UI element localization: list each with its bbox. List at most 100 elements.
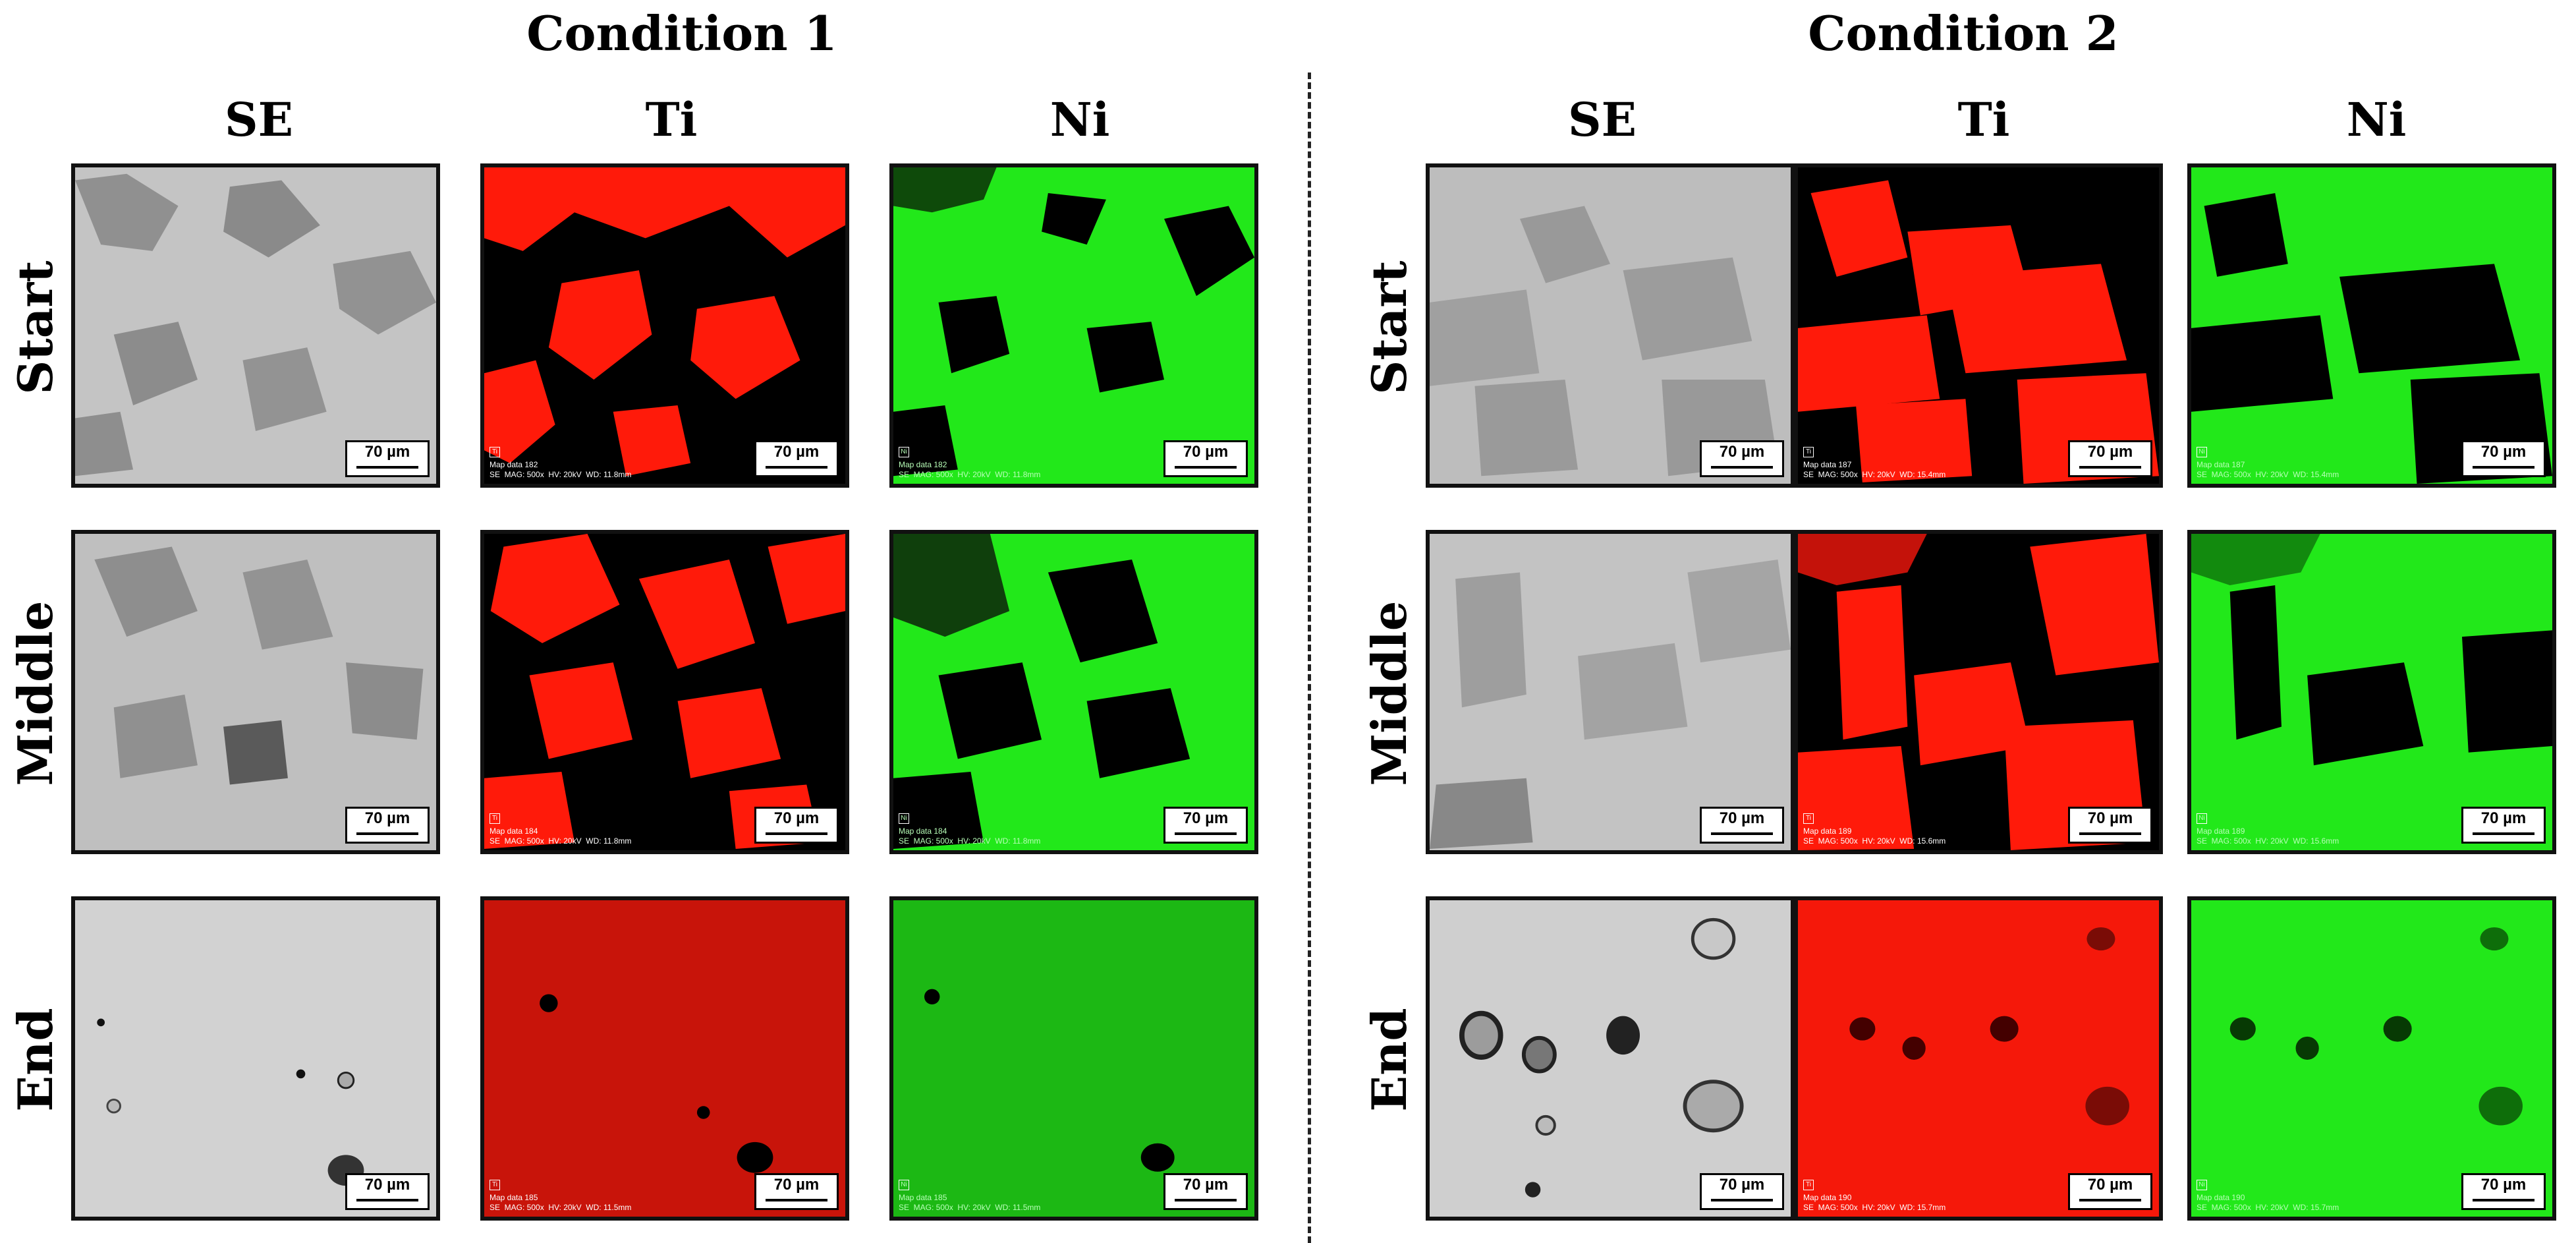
ti-map-c1-middle: Ti Map data 184 SE MAG: 500x HV: 20kV WD: …	[480, 530, 849, 854]
ni-element-icon: Ni	[899, 1180, 909, 1190]
ni-map-c1-start: Ni Map data 182 SE MAG: 500x HV: 20kV WD: …	[889, 163, 1258, 488]
row-label-start-c1: Start	[7, 260, 63, 395]
ti-elemental-map	[1798, 534, 2159, 850]
ni-elemental-map	[2191, 534, 2552, 850]
condition-1-title: Condition 1	[526, 5, 837, 61]
row-label-middle-c2: Middle	[1361, 600, 1417, 786]
row-label-end-c2: End	[1361, 1008, 1417, 1112]
ni-element-icon: Ni	[2197, 1180, 2207, 1190]
se-image-c1-start: 70 µm	[71, 163, 440, 488]
map-data-label: Map data 189	[2197, 826, 2245, 836]
map-data-label: Map data 182	[899, 460, 947, 469]
ni-map-c1-middle: Ni Map data 184 SE MAG: 500x HV: 20kV WD: …	[889, 530, 1258, 854]
acquisition-params: SE MAG: 500x HV: 20kV WD: 15.6mm	[2197, 836, 2339, 846]
map-metadata: Ti Map data 185 SE MAG: 500x HV: 20kV WD: …	[490, 1179, 631, 1213]
ni-element-icon: Ni	[899, 813, 909, 824]
scale-bar: 70 µm	[2068, 440, 2152, 477]
ni-element-icon: Ni	[2197, 813, 2207, 824]
scale-bar: 70 µm	[754, 440, 839, 477]
column-header-ti-c2: Ti	[1957, 92, 2010, 147]
scale-bar-label: 70 µm	[1719, 809, 1765, 827]
scale-bar-label: 70 µm	[1183, 1176, 1229, 1194]
se-micrograph	[1430, 900, 1791, 1217]
scale-bar-label: 70 µm	[2087, 443, 2133, 461]
ni-elemental-map	[893, 900, 1254, 1217]
map-data-label: Map data 190	[2197, 1193, 2245, 1202]
map-metadata: Ti Map data 189 SE MAG: 500x HV: 20kV WD: …	[1803, 813, 1946, 846]
se-micrograph	[1430, 534, 1791, 850]
condition-2-title: Condition 2	[1808, 5, 2119, 61]
ti-map-c2-end: Ti Map data 190 SE MAG: 500x HV: 20kV WD: …	[1794, 896, 2163, 1221]
scale-bar: 70 µm	[2068, 807, 2152, 844]
scale-bar: 70 µm	[1700, 1173, 1784, 1210]
ni-map-c2-end: Ni Map data 190 SE MAG: 500x HV: 20kV WD: …	[2187, 896, 2556, 1221]
se-micrograph	[75, 900, 436, 1217]
map-data-label: Map data 187	[1803, 460, 1852, 469]
acquisition-params: SE MAG: 500x HV: 20kV WD: 11.8mm	[490, 836, 632, 846]
map-data-label: Map data 185	[490, 1193, 538, 1202]
map-data-label: Map data 184	[490, 826, 538, 836]
se-micrograph	[75, 534, 436, 850]
row-label-middle-c1: Middle	[7, 600, 63, 786]
scale-bar-label: 70 µm	[2480, 809, 2527, 827]
ni-map-c1-end: Ni Map data 185 SE MAG: 500x HV: 20kV WD: …	[889, 896, 1258, 1221]
column-header-se-c1: SE	[225, 92, 293, 147]
acquisition-params: SE MAG: 500x HV: 20kV WD: 15.7mm	[2197, 1203, 2339, 1212]
acquisition-params: SE MAG: 500x HV: 20kV WD: 11.8mm	[899, 836, 1041, 846]
se-image-c2-middle: 70 µm	[1426, 530, 1795, 854]
scale-bar: 70 µm	[2461, 1173, 2546, 1210]
scale-bar: 70 µm	[1700, 807, 1784, 844]
scale-bar-label: 70 µm	[1183, 443, 1229, 461]
scale-bar: 70 µm	[754, 807, 839, 844]
se-image-c1-middle: 70 µm	[71, 530, 440, 854]
acquisition-params: SE MAG: 500x HV: 20kV WD: 11.8mm	[490, 470, 632, 479]
acquisition-params: SE MAG: 500x HV: 20kV WD: 15.4mm	[1803, 470, 1946, 479]
map-data-label: Map data 189	[1803, 826, 1852, 836]
map-metadata: Ni Map data 187 SE MAG: 500x HV: 20kV WD: …	[2197, 446, 2339, 480]
se-image-c2-start: 70 µm	[1426, 163, 1795, 488]
row-label-end-c1: End	[7, 1008, 63, 1112]
scale-bar-label: 70 µm	[364, 443, 410, 461]
ti-elemental-map	[1798, 180, 2159, 484]
scale-bar-label: 70 µm	[1719, 1176, 1765, 1194]
scale-bar: 70 µm	[2461, 807, 2546, 844]
ti-map-c1-start: Ti Map data 182 SE MAG: 500x HV: 20kV WD: …	[480, 163, 849, 488]
map-data-label: Map data 187	[2197, 460, 2245, 469]
scale-bar: 70 µm	[345, 807, 430, 844]
column-header-se-c2: SE	[1568, 92, 1637, 147]
ti-element-icon: Ti	[490, 447, 500, 457]
ti-map-c2-start: Ti Map data 187 SE MAG: 500x HV: 20kV WD: …	[1794, 163, 2163, 488]
scale-bar-label: 70 µm	[773, 443, 820, 461]
map-metadata: Ni Map data 185 SE MAG: 500x HV: 20kV WD: …	[899, 1179, 1040, 1213]
acquisition-params: SE MAG: 500x HV: 20kV WD: 15.4mm	[2197, 470, 2339, 479]
scale-bar-label: 70 µm	[364, 1176, 410, 1194]
map-data-label: Map data 182	[490, 460, 538, 469]
ni-map-c2-middle: Ni Map data 189 SE MAG: 500x HV: 20kV WD: …	[2187, 530, 2556, 854]
map-metadata: Ni Map data 190 SE MAG: 500x HV: 20kV WD: …	[2197, 1179, 2339, 1213]
ni-elemental-map	[893, 167, 1254, 484]
ni-elemental-map	[893, 534, 1254, 850]
scale-bar-label: 70 µm	[2480, 1176, 2527, 1194]
scale-bar-label: 70 µm	[1719, 443, 1765, 461]
acquisition-params: SE MAG: 500x HV: 20kV WD: 15.7mm	[1803, 1203, 1946, 1212]
scale-bar: 70 µm	[2068, 1173, 2152, 1210]
se-image-c2-end: 70 µm	[1426, 896, 1795, 1221]
map-metadata: Ni Map data 182 SE MAG: 500x HV: 20kV WD: …	[899, 446, 1040, 480]
ti-elemental-map	[484, 900, 845, 1217]
map-metadata: Ti Map data 187 SE MAG: 500x HV: 20kV WD: …	[1803, 446, 1946, 480]
ti-element-icon: Ti	[1803, 447, 1814, 457]
scale-bar: 70 µm	[754, 1173, 839, 1210]
ti-map-c1-end: Ti Map data 185 SE MAG: 500x HV: 20kV WD: …	[480, 896, 849, 1221]
ti-element-icon: Ti	[1803, 1180, 1814, 1190]
scale-bar: 70 µm	[2461, 440, 2546, 477]
se-micrograph	[75, 167, 436, 484]
acquisition-params: SE MAG: 500x HV: 20kV WD: 15.6mm	[1803, 836, 1946, 846]
scale-bar: 70 µm	[345, 1173, 430, 1210]
map-metadata: Ti Map data 190 SE MAG: 500x HV: 20kV WD: …	[1803, 1179, 1946, 1213]
se-micrograph	[1430, 167, 1791, 484]
scale-bar-label: 70 µm	[773, 1176, 820, 1194]
column-header-ni-c1: Ni	[1050, 92, 1110, 147]
map-data-label: Map data 184	[899, 826, 947, 836]
scale-bar: 70 µm	[1700, 440, 1784, 477]
ti-elemental-map	[484, 534, 845, 850]
